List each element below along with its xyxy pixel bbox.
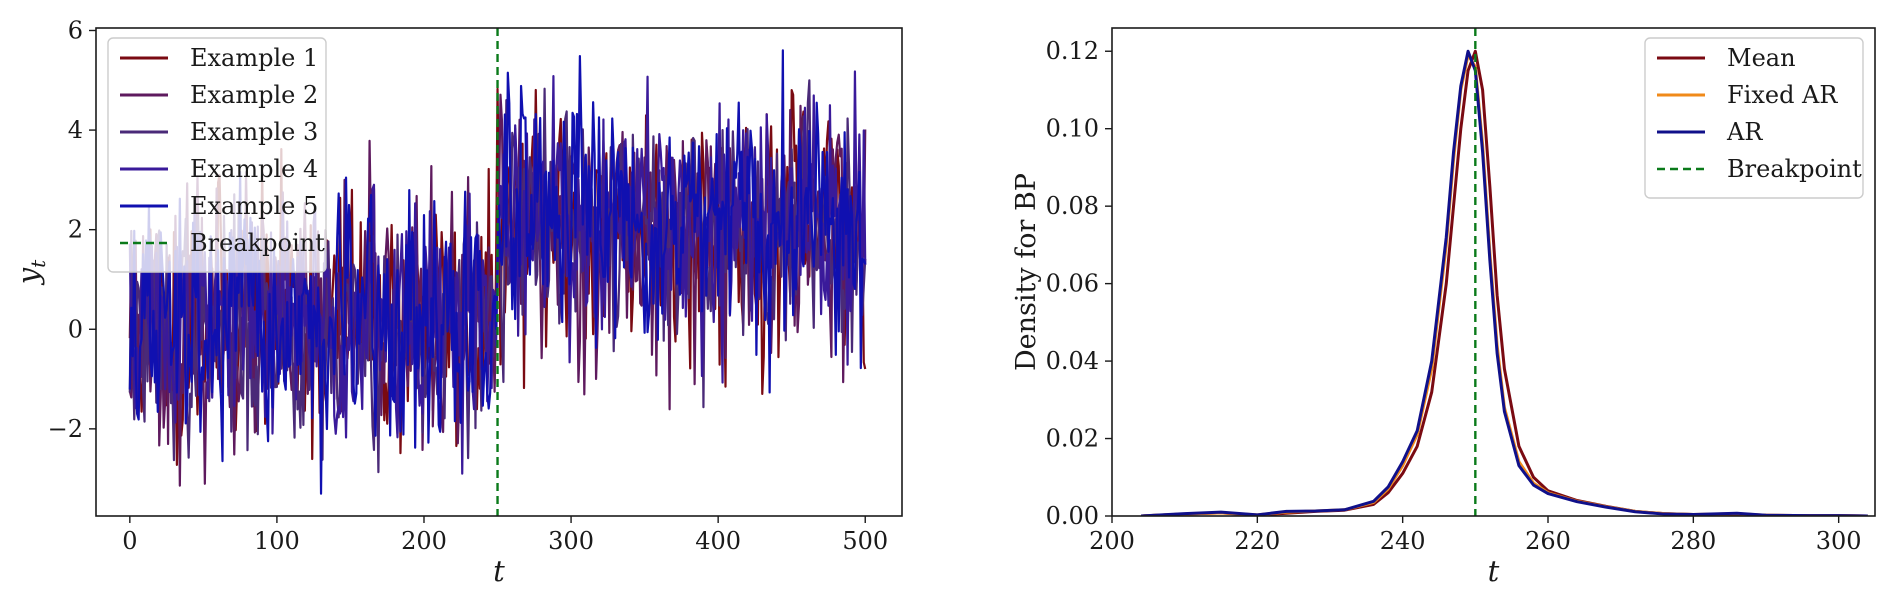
y-tick-label: 0.08 [1046,192,1099,220]
legend-label: Fixed AR [1727,81,1838,109]
y-axis-label: Density for BP [1011,173,1042,371]
x-tick-label: 0 [122,527,137,555]
x-tick-label: 220 [1234,527,1280,555]
x-tick-label: 300 [1816,527,1862,555]
legend-label: Example 4 [190,155,318,183]
y-tick-label: 6 [68,16,83,44]
x-tick-label: 400 [695,527,741,555]
legend: Example 1 Example 2 Example 3 Example 4 Exam… [107,37,327,273]
legend-label: Breakpoint [190,229,325,257]
legend-label: Example 5 [190,192,318,220]
y-tick-label: 4 [68,116,83,144]
axes-frame [1111,27,1876,517]
x-tick-label: 300 [548,527,594,555]
y-tick-label: 0.02 [1046,425,1099,453]
y-tick-label: 0.12 [1046,37,1099,65]
x-tick-label: 100 [254,527,300,555]
y-tick-label: 0.04 [1046,347,1099,375]
x-tick-label: 500 [842,527,888,555]
y-tick-label: 0 [68,315,83,343]
x-tick-label: 260 [1525,527,1571,555]
x-tick-label: 200 [401,527,447,555]
y-tick-label: 2 [68,216,83,244]
y-tick-label: 0.00 [1046,502,1099,530]
legend-label: Example 3 [190,118,318,146]
x-axis-label: t [1488,554,1500,588]
x-tick-label: 280 [1670,527,1716,555]
legend-label: Example 2 [190,81,318,109]
legend-label: AR [1726,118,1763,146]
axes-frame [95,27,903,517]
y-tick-label: −2 [48,415,83,443]
series-line-example-5 [128,49,867,495]
x-axis-label: t [493,554,505,588]
y-axis-label: yt [11,259,50,286]
legend-label: Mean [1727,44,1796,72]
series-line-ar [1140,49,1868,516]
y-tick-label: 0.10 [1046,115,1099,143]
plot-area-2 [1140,28,1868,516]
x-tick-label: 240 [1380,527,1426,555]
legend-label: Example 1 [190,44,318,72]
x-tick-label: 200 [1089,527,1135,555]
y-tick-label: 0.06 [1046,270,1099,298]
legend-box [1644,37,1864,199]
legend: Mean Fixed AR AR Breakpoint [1644,37,1864,199]
panel-2: 200 220 240 260 280 300 0.00 0.02 0.04 0.06 0.08 0.… [1011,27,1876,588]
legend-label: Breakpoint [1727,155,1862,183]
